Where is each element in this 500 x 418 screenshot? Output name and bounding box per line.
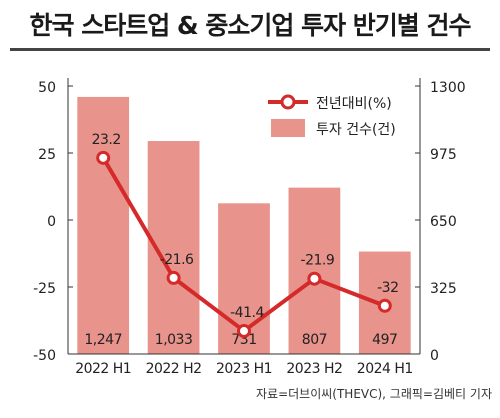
line-value-label: -21.6 xyxy=(160,252,194,268)
line-point xyxy=(377,298,392,313)
line-point xyxy=(96,150,111,165)
line-point xyxy=(237,323,251,338)
bar-value-label: 497 xyxy=(372,332,397,348)
bar-value-label: 1,033 xyxy=(155,332,193,348)
line-point xyxy=(307,271,322,286)
legend-line-marker xyxy=(280,94,296,110)
legend-bar-swatch xyxy=(271,119,305,137)
line-value-label: 23.2 xyxy=(92,132,121,148)
x-tick-label: 2024 H1 xyxy=(357,361,413,377)
bar-value-label: 807 xyxy=(302,332,327,348)
line-value-label: -21.9 xyxy=(301,253,335,269)
legend: 전년대비(%) 투자 건수(건) xyxy=(268,94,396,138)
left-tick-label: 50 xyxy=(38,80,56,96)
line-value-label: -41.4 xyxy=(230,305,264,321)
title-rule xyxy=(10,48,490,51)
source-note: 자료=더브이씨(THEVC), 그래픽=김베티 기자 xyxy=(255,387,492,401)
left-tick-label: -25 xyxy=(33,281,56,297)
x-tick-label: 2022 H2 xyxy=(146,361,202,377)
x-tick-label: 2023 H2 xyxy=(286,361,342,377)
right-tick-label: 650 xyxy=(430,214,457,230)
x-tick-label: 2023 H1 xyxy=(216,361,272,377)
bar-value-label: 731 xyxy=(231,332,256,348)
left-tick-label: -50 xyxy=(33,348,56,364)
left-tick-label: 0 xyxy=(47,214,56,230)
right-tick-label: 0 xyxy=(430,348,439,364)
legend-label-bar: 투자 건수(건) xyxy=(316,122,396,138)
line-point xyxy=(166,270,181,285)
right-tick-label: 1300 xyxy=(430,80,466,96)
left-tick-label: 25 xyxy=(38,147,56,163)
bar-2022-h1 xyxy=(77,96,130,355)
right-tick-label: 325 xyxy=(430,281,457,297)
bar-value-label: 1,247 xyxy=(84,332,122,348)
line-value-label: -32 xyxy=(377,280,398,296)
right-tick-label: 975 xyxy=(430,147,457,163)
legend-label-line: 전년대비(%) xyxy=(316,96,392,112)
x-tick-label: 2022 H1 xyxy=(75,361,131,377)
bar-2023-h2 xyxy=(288,187,341,354)
chart-title: 한국 스타트업 & 중소기업 투자 반기별 건수 xyxy=(29,11,471,40)
